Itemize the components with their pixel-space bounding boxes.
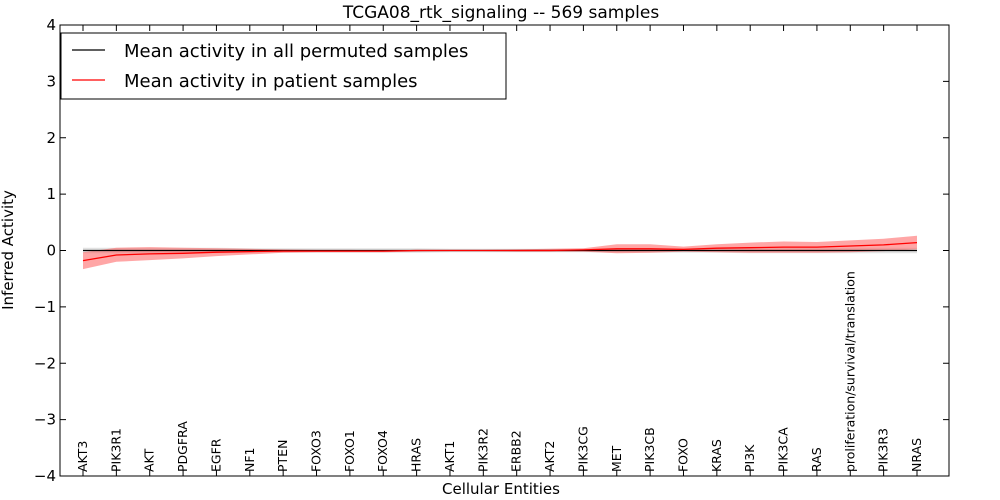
- legend: Mean activity in all permuted samples Me…: [60, 32, 507, 100]
- x-tick-label-10: HRAS: [409, 438, 424, 472]
- x-tick-label-0: AKT3: [75, 441, 90, 472]
- x-tick-label-18: FOXO: [675, 438, 690, 472]
- series-lines: [82, 241, 918, 262]
- y-tick-label-2: 2: [46, 129, 56, 147]
- x-tick-label-12: PIK3R2: [475, 428, 490, 472]
- y-tick-label-5: −1: [34, 298, 56, 316]
- x-tick-label-19: KRAS: [709, 439, 724, 472]
- y-tick-label-4: 0: [46, 242, 56, 260]
- y-tick-label-6: −2: [34, 354, 56, 372]
- y-tick-label-8: −4: [34, 467, 56, 485]
- x-tick-label-6: PTEN: [275, 440, 290, 472]
- x-tick-label-9: FOXO4: [375, 430, 390, 472]
- x-tick-label-3: PDGFRA: [175, 421, 190, 472]
- x-tick-label-20: PI3K: [742, 444, 757, 472]
- y-axis-ticks: 4 3 2 1 0 −1 −2 −3 −4: [34, 16, 949, 485]
- x-tick-label-17: PIK3CB: [642, 427, 657, 472]
- x-tick-label-13: ERBB2: [509, 430, 524, 472]
- x-tick-label-14: AKT2: [542, 441, 557, 472]
- x-tick-label-11: AKT1: [442, 441, 457, 472]
- x-tick-label-8: FOXO1: [342, 430, 357, 472]
- x-tick-label-24: PIK3R3: [876, 428, 891, 472]
- y-tick-label-1: 3: [46, 72, 56, 90]
- x-tick-label-15: PIK3CG: [575, 426, 590, 472]
- band-patient: [83, 235, 917, 270]
- x-tick-label-22: RAS: [809, 447, 824, 472]
- legend-box: [60, 32, 507, 100]
- x-tick-label-1: PIK3R1: [108, 428, 123, 472]
- x-tick-label-16: MET: [609, 445, 624, 472]
- y-tick-label-3: 1: [46, 185, 56, 203]
- chart-title: TCGA08_rtk_signaling -- 569 samples: [342, 3, 660, 23]
- x-tick-label-21: PIK3CA: [776, 427, 791, 472]
- x-axis-ticks: AKT3 PIK3R1 AKT PDGFRA EGFR NF1 PTEN FOXO3 FOXO1…: [75, 25, 924, 476]
- x-tick-label-5: NF1: [242, 448, 257, 473]
- legend-label-patient: Mean activity in patient samples: [124, 71, 418, 92]
- legend-label-permuted: Mean activity in all permuted samples: [124, 41, 468, 62]
- x-tick-label-25: NRAS: [909, 438, 924, 472]
- x-tick-label-7: FOXO3: [309, 430, 324, 472]
- x-axis-label: Cellular Entities: [442, 480, 560, 498]
- x-tick-label-23: proliferation/survival/translation: [842, 271, 857, 472]
- y-axis-label: Inferred Activity: [0, 190, 17, 310]
- y-tick-label-0: 4: [46, 16, 56, 34]
- series-line-patient: [82, 241, 918, 262]
- y-tick-label-7: −3: [34, 411, 56, 429]
- x-tick-label-4: EGFR: [208, 438, 223, 472]
- x-tick-label-2: AKT: [142, 448, 157, 472]
